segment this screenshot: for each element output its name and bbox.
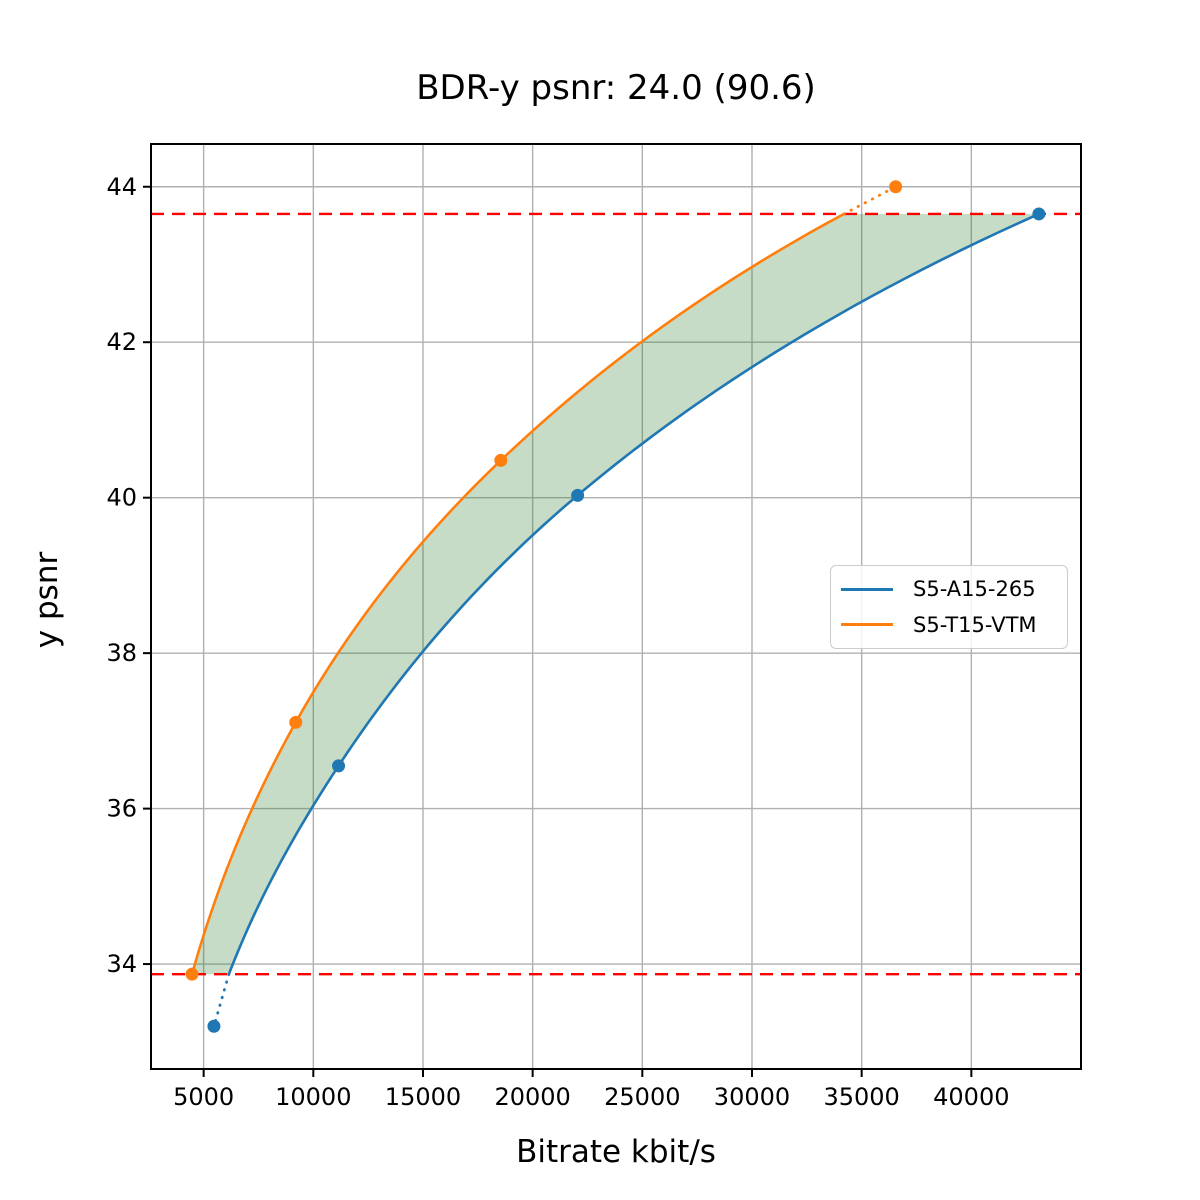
legend-line-sample-orange <box>841 623 893 627</box>
data-point-marker <box>1032 207 1046 221</box>
shaded-overlap-region <box>192 213 1039 975</box>
series-dotted-extension <box>842 185 898 216</box>
x-tick-label: 30000 <box>714 1083 790 1111</box>
data-point-marker <box>332 759 346 773</box>
legend-label: S5-T15-VTM <box>913 612 1037 637</box>
x-tick-label: 35000 <box>823 1083 899 1111</box>
y-tick-label: 42 <box>106 328 137 356</box>
data-point-marker <box>289 715 303 729</box>
series-dotted-extension <box>212 972 231 1028</box>
legend-item: S5-T15-VTM <box>841 613 1067 637</box>
x-tick-label: 20000 <box>494 1083 570 1111</box>
y-tick-label: 40 <box>106 484 137 512</box>
data-point-marker <box>494 453 508 467</box>
data-point-marker <box>185 967 199 981</box>
y-tick-label: 34 <box>106 950 137 978</box>
series-curve <box>227 212 1040 975</box>
x-tick-label: 25000 <box>604 1083 680 1111</box>
x-tick-label: 15000 <box>385 1083 461 1111</box>
data-point-marker <box>571 488 585 502</box>
axes-frame <box>150 143 1082 1070</box>
x-axis-label: Bitrate kbit/s <box>516 1134 716 1170</box>
data-point-marker <box>207 1019 221 1033</box>
legend-line-sample-blue <box>841 587 893 591</box>
x-tick-label: 40000 <box>933 1083 1009 1111</box>
series-curve <box>190 212 845 975</box>
y-tick-label: 44 <box>106 173 137 201</box>
x-tick-label: 10000 <box>275 1083 351 1111</box>
y-tick-label: 36 <box>106 795 137 823</box>
legend-label: S5-A15-265 <box>913 577 1036 602</box>
x-tick-label: 5000 <box>173 1083 234 1111</box>
y-axis-label: y psnr <box>29 551 65 649</box>
data-point-marker <box>889 180 903 194</box>
y-tick-label: 38 <box>106 639 137 667</box>
legend-item: S5-A15-265 <box>841 577 1067 601</box>
legend: S5-A15-265 S5-T15-VTM <box>830 565 1068 649</box>
chart-title: BDR-y psnr: 24.0 (90.6) <box>416 68 816 108</box>
